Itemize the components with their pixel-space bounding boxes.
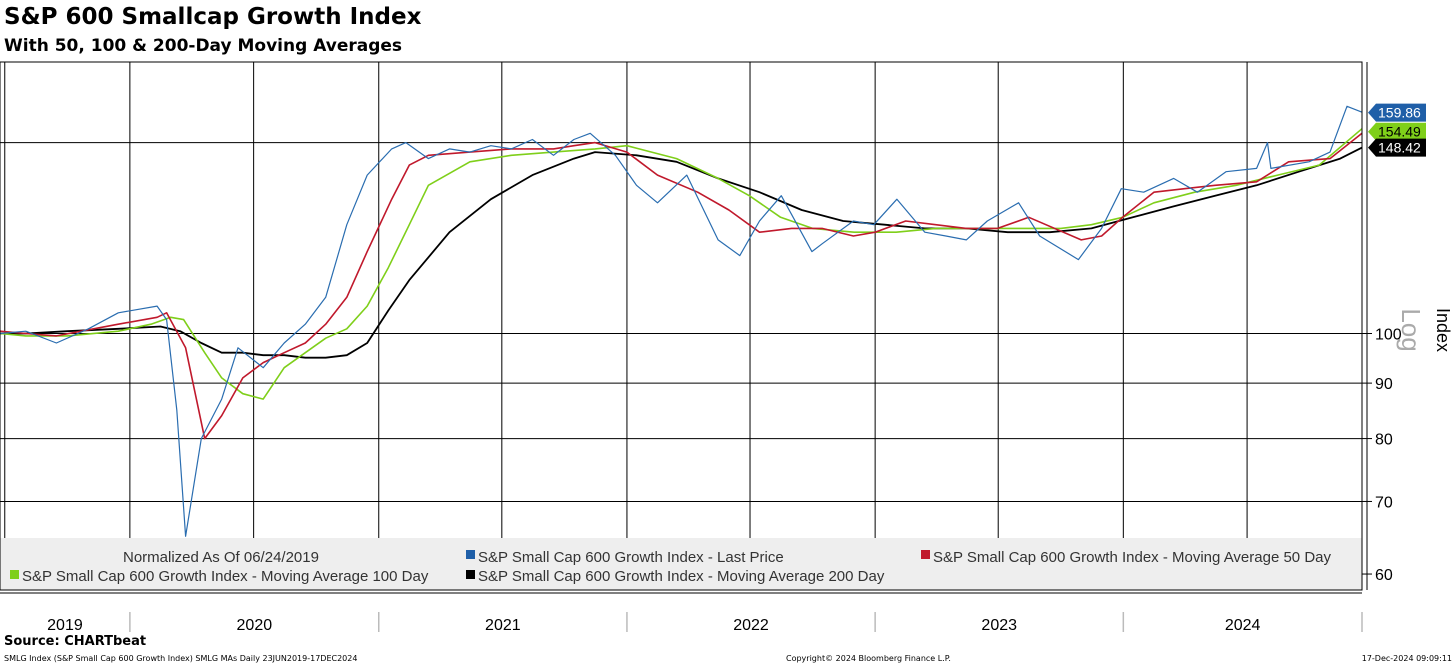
last-value-tag-text: 154.49 [1378, 124, 1421, 140]
last-value-tag-text: 148.42 [1378, 140, 1421, 156]
last-value-tag-bg [1368, 122, 1426, 141]
last-value-tag: 159.86 [1368, 103, 1426, 122]
x-tick-label: 2021 [485, 617, 521, 634]
legend-swatch-ma200 [466, 570, 475, 579]
y-tick-label: 100 [1375, 327, 1402, 344]
series-ma100 [0, 128, 1363, 400]
y-axis-title: Index [1433, 308, 1453, 352]
y-tick-label: 70 [1375, 494, 1393, 511]
chart-title: S&P 600 Smallcap Growth Index [4, 4, 422, 30]
legend-swatch-ma50 [921, 550, 930, 559]
y-axis: 60 70 80 90 100 [1362, 327, 1402, 584]
x-tick-label: 2024 [1225, 617, 1261, 634]
legend: Normalized As Of 06/24/2019 S&P Small Ca… [10, 549, 1331, 585]
last-value-tag: 148.42 [1368, 138, 1426, 157]
y-tick-label: 60 [1375, 567, 1393, 584]
grid-lines [0, 62, 1362, 590]
normalized-note: Normalized As Of 06/24/2019 [123, 549, 319, 566]
copyright: Copyright© 2024 Bloomberg Finance L.P. [786, 654, 951, 663]
log-scale-label: Log [1396, 308, 1426, 351]
chart-subtitle: With 50, 100 & 200-Day Moving Averages [4, 36, 403, 56]
legend-label-ma50: S&P Small Cap 600 Growth Index - Moving … [933, 549, 1331, 566]
x-axis: 2019 2020 2021 2022 2023 2024 [0, 592, 1363, 634]
legend-swatch-ma100 [10, 570, 19, 579]
timestamp: 17-Dec-2024 09:09:11 [1361, 654, 1452, 663]
x-tick-label: 2020 [237, 617, 273, 634]
series-layer [0, 105, 1363, 537]
legend-swatch-last-price [466, 550, 475, 559]
ticker-info: SMLG Index (S&P Small Cap 600 Growth Ind… [4, 654, 358, 663]
series-last-price [0, 105, 1363, 537]
legend-label-ma200: S&P Small Cap 600 Growth Index - Moving … [478, 568, 885, 585]
x-tick-label: 2019 [47, 617, 83, 634]
plot-frame [0, 61, 1363, 591]
series-ma50 [0, 132, 1363, 440]
last-value-tag-bg [1368, 103, 1426, 122]
series-ma200 [0, 146, 1363, 359]
x-tick-label: 2023 [981, 617, 1017, 634]
y-tick-label: 80 [1375, 432, 1393, 449]
last-value-tag-bg [1368, 138, 1426, 157]
legend-label-ma100: S&P Small Cap 600 Growth Index - Moving … [22, 568, 429, 585]
legend-box [0, 538, 1362, 590]
source-note: Source: CHARTbeat [4, 634, 147, 649]
last-value-tag-text: 159.86 [1378, 105, 1421, 121]
last-value-tag: 154.49 [1368, 122, 1426, 141]
legend-label-last-price: S&P Small Cap 600 Growth Index - Last Pr… [478, 549, 784, 566]
y-tick-label: 90 [1375, 376, 1393, 393]
x-tick-label: 2022 [733, 617, 769, 634]
